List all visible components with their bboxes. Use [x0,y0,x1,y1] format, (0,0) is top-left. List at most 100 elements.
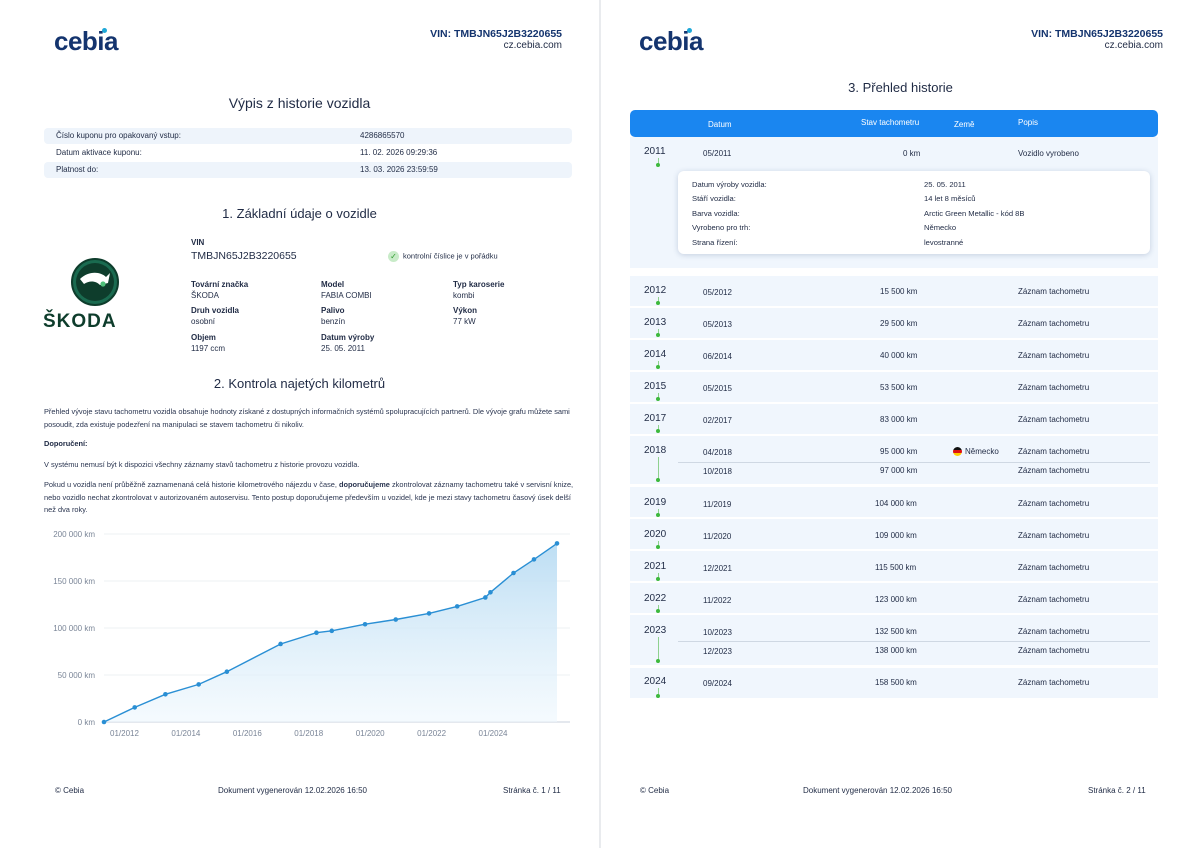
history-km: 83 000 km [880,415,918,424]
col-country: Země [954,120,975,129]
history-km: 40 000 km [880,351,918,360]
coupon-label: Platnost do: [56,165,99,174]
field-label: Druh vozidla [191,306,240,315]
data-point [224,669,230,675]
history-km: 138 000 km [875,646,917,655]
skoda-emblem-icon [71,258,119,306]
data-point [362,621,368,627]
timeline-dot [656,397,660,401]
timeline-line [658,605,659,612]
year-band [630,436,1158,484]
timeline-dot [656,609,660,613]
history-title: 3. Přehled historie [848,80,953,95]
history-km: 95 000 km [880,447,918,456]
timeline-dot [656,545,660,549]
detail-value: levostranné [924,238,964,247]
timeline-dot [656,301,660,305]
detail-label: Barva vozidla: [692,209,740,218]
year-band [630,276,1158,306]
data-point [483,595,488,600]
detail-label: Datum výroby vozidla: [692,180,767,189]
year-band [630,372,1158,402]
history-km: 132 500 km [875,627,917,636]
history-km: 109 000 km [875,531,917,540]
footer-page-number: Stránka č. 1 / 11 [503,786,561,795]
timeline-line [658,573,659,580]
x-tick-label: 01/2018 [294,729,323,738]
year-label: 2014 [644,349,667,360]
timeline-line [658,457,659,482]
history-desc: Záznam tachometru [1018,627,1090,636]
data-point [101,719,107,725]
history-desc: Záznam tachometru [1018,415,1090,424]
timeline-dot [656,429,660,433]
year-band [630,615,1158,665]
timeline-dot [656,163,660,167]
col-odometer: Stav tachometru [861,118,920,127]
x-tick-label: 01/2016 [233,729,262,738]
recommend-detail-c: zkontrolovat záznamy tachometru také v s… [44,480,574,514]
detail-value: Arctic Green Metallic - kód 8B [924,209,1025,218]
data-point [163,691,168,697]
recommend-text: V systému nemusí být k dispozici všechny… [44,460,360,469]
timeline-dot [656,659,660,663]
detail-value: 14 let 8 měsíců [924,194,976,203]
skoda-logo-text: ŠKODA [43,311,117,332]
timeline-line [658,393,659,400]
year-label: 2018 [644,445,667,456]
field-value: 77 kW [453,317,476,326]
data-point [132,705,138,710]
field-label: Typ karoserie [453,280,505,289]
y-tick-label: 0 km [78,718,96,727]
row-divider [678,462,1150,463]
recommend-detail-a: Pokud u vozidla není průběžně zaznamenan… [44,480,339,489]
year-label: 2013 [644,317,667,328]
timeline-line [658,425,659,432]
year-band [630,519,1158,549]
vehicle-detail-card: Datum výroby vozidla: 25. 05. 2011 Stáří… [678,171,1150,254]
year-band [630,487,1158,517]
history-km: 97 000 km [880,466,918,475]
history-km: 115 500 km [875,563,917,572]
history-date: 11/2019 [703,500,732,509]
header-site: cz.cebia.com [503,40,562,51]
vin-label: VIN [191,238,205,247]
vin-check-text: kontrolní číslice je v pořádku [403,251,498,261]
col-date: Datum [708,120,732,129]
data-point [278,641,283,647]
history-date: 05/2015 [703,384,732,393]
coupon-value: 11. 02. 2026 09:29:36 [360,148,438,157]
report-page-2: cebia VIN: TMBJN65J2B3220655 cz.cebia.co… [601,0,1200,848]
logo-accent-dot [102,28,107,33]
coupon-label: Číslo kuponu pro opakovaný vstup: [56,131,181,140]
page-title: Výpis z historie vozidla [228,95,371,111]
detail-label: Stáří vozidla: [692,194,736,203]
logo-accent-dot [687,28,692,33]
history-date: 09/2024 [703,679,732,688]
history-desc: Záznam tachometru [1018,531,1090,540]
data-point [531,557,537,562]
data-point [511,570,516,576]
vin-check: ✓ kontrolní číslice je v pořádku [388,251,498,262]
field-label: Výkon [453,306,478,315]
data-point [196,682,201,687]
history-date: 05/2011 [703,149,732,158]
history-km: 53 500 km [880,383,918,392]
country-name: Německo [965,447,999,456]
data-point [426,611,432,616]
history-km: 104 000 km [875,499,917,508]
field-label: Datum výroby [321,333,375,342]
field-label: Model [321,280,345,289]
history-desc: Záznam tachometru [1018,499,1090,508]
header-vin: VIN: TMBJN65J2B3220655 [1031,28,1163,40]
year-label: 2015 [644,381,667,392]
km-chart: 0 km 50 000 km 100 000 km 150 000 km 200 000… [53,530,570,738]
year-band [630,551,1158,581]
header-site: cz.cebia.com [1104,40,1163,51]
x-tick-label: 01/2022 [417,729,446,738]
history-date: 10/2023 [703,628,732,637]
coupon-label: Datum aktivace kuponu: [56,148,142,157]
y-tick-label: 50 000 km [58,671,96,680]
x-tick-label: 01/2024 [479,729,508,738]
report-page-1: cebia VIN: TMBJN65J2B3220655 cz.cebia.co… [0,0,599,848]
